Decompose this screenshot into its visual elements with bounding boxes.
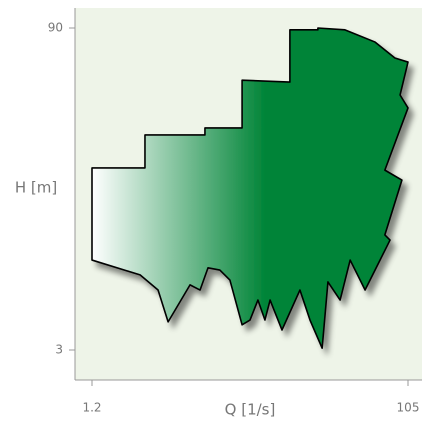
y-axis-label: H [m] [15,179,57,197]
operating-range [91,27,409,349]
y-tick-label: 3 [55,343,63,357]
x-axis-label: Q [1/s] [225,401,276,419]
y-tick-label: 90 [48,21,63,35]
x-tick-label: 105 [397,401,420,415]
x-tick-label: 1.2 [82,401,101,415]
